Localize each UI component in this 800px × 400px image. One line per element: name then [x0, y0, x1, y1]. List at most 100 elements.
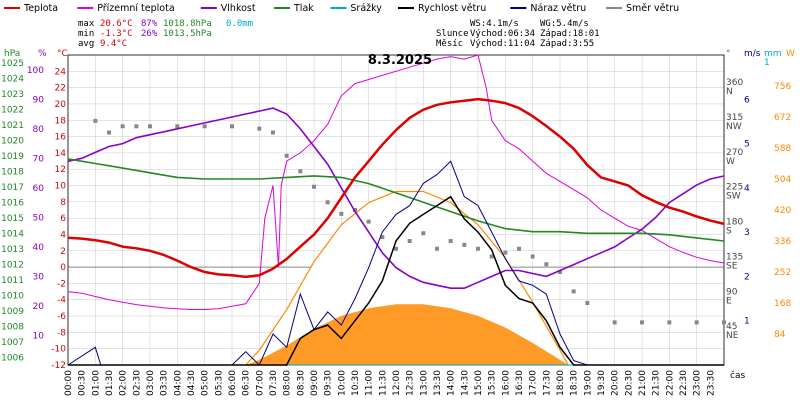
wind-direction-point: [325, 200, 330, 205]
hpa-tick: 1022: [1, 105, 24, 115]
hpa-tick: 1021: [1, 121, 24, 131]
direction-compass-tick: W: [726, 157, 735, 167]
hpa-tick: 1025: [1, 59, 24, 69]
hpa-tick: 1010: [1, 291, 24, 301]
time-tick: 05:30: [214, 370, 224, 396]
time-tick: 06:30: [242, 370, 252, 396]
hpa-tick: 1006: [1, 353, 24, 363]
wind-speed-tick: 3: [744, 228, 750, 238]
time-tick: 10:00: [337, 370, 347, 396]
time-tick: 03:30: [160, 370, 170, 396]
wind-speed-line: [68, 195, 724, 366]
legend-label: Vlhkost: [221, 3, 256, 14]
hpa-tick: 1012: [1, 260, 24, 270]
humidity-tick: 40: [33, 243, 45, 253]
wind-direction-point: [298, 169, 303, 174]
time-tick: 01:30: [105, 370, 115, 396]
time-tick: 06:00: [228, 370, 238, 396]
temperature-tick: 4: [60, 230, 66, 240]
time-tick: 08:30: [296, 370, 306, 396]
time-tick: 18:00: [556, 370, 566, 396]
stat-min-press: 1013.5hPa: [163, 29, 212, 39]
time-tick: 08:00: [283, 370, 293, 396]
hpa-tick: 1016: [1, 198, 24, 208]
wind-speed-tick: 4: [744, 184, 750, 194]
time-tick: 11:00: [365, 370, 375, 396]
wind-speed-info: WS:4.1m/s: [470, 19, 519, 29]
time-tick: 07:00: [255, 370, 265, 396]
time-tick: 11:30: [378, 370, 388, 396]
legend-label: Přízemní teplota: [97, 3, 174, 14]
time-tick: 05:00: [201, 370, 211, 396]
wind-direction-point: [107, 130, 111, 135]
temperature-tick: 14: [55, 149, 67, 159]
stat-avg-temp: 9.4°C: [100, 39, 127, 49]
wind-direction-point: [517, 246, 521, 251]
time-tick: 21:00: [638, 370, 648, 396]
info-block: WS:4.1m/s WG:5.4m/s Slunce Východ:06:34 …: [436, 19, 600, 49]
rain-tick: 1: [764, 58, 770, 68]
humidity-tick: 10: [33, 331, 45, 341]
temperature-tick: 0: [60, 263, 66, 273]
wind-direction-point: [394, 246, 398, 251]
wind-direction-point: [366, 219, 371, 224]
wind-direction-point: [93, 118, 98, 123]
time-tick: 12:30: [406, 370, 416, 396]
time-tick: 18:30: [570, 370, 580, 396]
time-tick: 10:30: [351, 370, 361, 396]
wind-direction-point: [202, 124, 207, 129]
wind-speed-tick: 6: [744, 95, 750, 105]
time-tick: 20:30: [624, 370, 634, 396]
time-tick: 13:30: [433, 370, 443, 396]
legend-label: Rychlost větru: [418, 3, 486, 14]
stat-max-rain: 0.0mm: [226, 19, 253, 29]
direction-degree-tick: 360: [726, 78, 743, 88]
legend-label: Tlak: [293, 3, 314, 14]
stat-max-hum: 87%: [141, 19, 158, 29]
temperature-tick: -10: [51, 345, 66, 355]
temperature-tick: 16: [55, 133, 67, 143]
wind-direction-point: [571, 289, 576, 294]
direction-compass-tick: N: [726, 87, 733, 97]
time-tick: 12:00: [392, 370, 402, 396]
solar-tick: 756: [774, 82, 791, 92]
temperature-tick: 10: [55, 182, 67, 192]
wind-speed-tick: 2: [744, 272, 750, 282]
wind-direction-point: [421, 231, 426, 236]
stat-min-label: min: [78, 29, 94, 39]
time-tick: 16:30: [515, 370, 525, 396]
wind-direction-point: [120, 124, 125, 129]
hpa-tick: 1018: [1, 167, 24, 177]
time-tick: 15:30: [488, 370, 498, 396]
pressure-line: [67, 158, 725, 242]
direction-compass-tick: SE: [726, 261, 738, 271]
hpa-tick: 1017: [1, 183, 24, 193]
temperature-tick: 22: [55, 84, 66, 94]
temperature-line: [67, 97, 725, 279]
wind-direction-point: [476, 246, 480, 251]
direction-degree-tick: 180: [726, 218, 743, 228]
wind-direction-point: [339, 211, 344, 216]
time-tick: 23:30: [706, 370, 716, 396]
humidity-tick: 70: [33, 154, 45, 164]
stat-min-temp: -1.3°C: [100, 29, 133, 39]
time-tick: 19:30: [597, 370, 607, 396]
wind-direction-point: [585, 301, 590, 305]
sun-label: Slunce: [436, 29, 469, 39]
temperature-tick: 2: [60, 247, 66, 257]
w-axis-label: W: [786, 49, 795, 59]
time-tick: 17:30: [542, 370, 552, 396]
legend-label: Směr větru: [626, 3, 679, 14]
sun-rise: Východ:06:34: [470, 29, 535, 39]
x-axis: 00:00 00:30 01:00 01:30 02:00 02:30 03:00 03:30…: [64, 370, 716, 396]
hpa-tick: 1020: [1, 136, 24, 146]
direction-compass-tick: S: [726, 227, 732, 237]
legend: Teplota Přízemní teplota Vlhkost Tlak Srážky…: [4, 3, 679, 14]
humidity-line: [67, 107, 725, 289]
time-tick: 19:00: [583, 370, 593, 396]
stat-min-hum: 26%: [141, 29, 158, 39]
stat-avg-label: avg: [78, 39, 94, 49]
series-layer: [67, 54, 726, 366]
wind-direction-point: [612, 320, 617, 325]
time-tick: 21:30: [652, 370, 662, 396]
